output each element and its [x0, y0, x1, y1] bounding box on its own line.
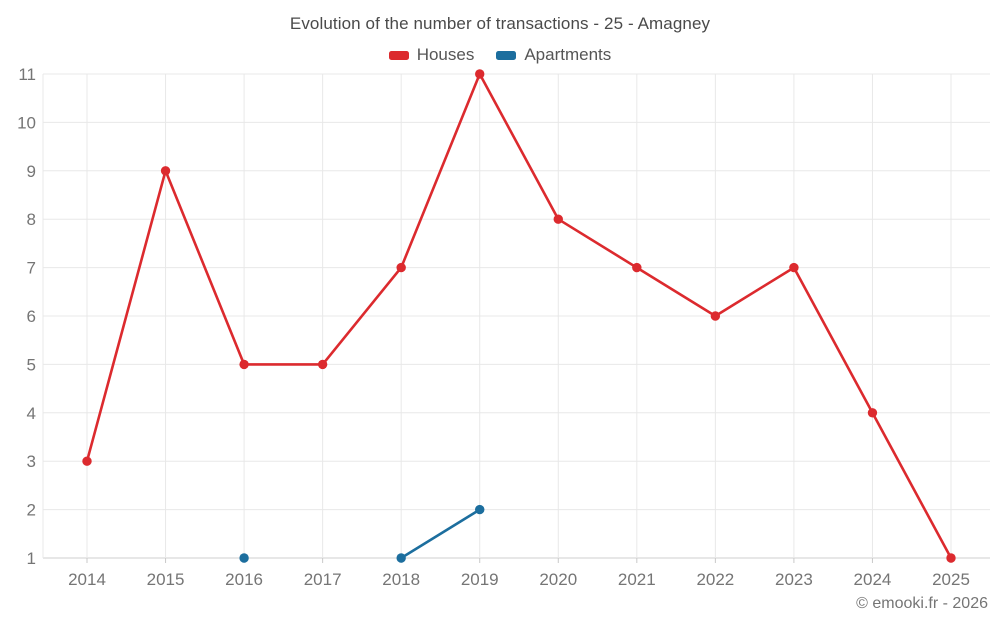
houses-legend-swatch-icon: [388, 50, 409, 60]
houses-point-2022[interactable]: [710, 311, 721, 321]
y-axis-label: 10: [17, 113, 36, 132]
y-axis-label: 7: [27, 259, 36, 278]
apartments-legend-swatch-icon: [496, 50, 517, 60]
houses-point-2014[interactable]: [82, 456, 92, 466]
x-axis-label: 2017: [304, 570, 342, 589]
x-axis-label: 2019: [461, 570, 499, 589]
y-axis-label: 9: [27, 162, 36, 181]
x-axis-label: 2024: [854, 570, 892, 589]
apartments-point-2018[interactable]: [396, 553, 406, 563]
houses-point-2020[interactable]: [553, 214, 563, 224]
x-axis-label: 2020: [539, 570, 577, 589]
legend-item-houses[interactable]: Houses: [388, 45, 475, 65]
y-axis-label: 4: [27, 404, 36, 423]
houses-point-2021[interactable]: [632, 262, 642, 273]
x-axis-label: 2015: [147, 570, 185, 589]
x-axis-label: 2014: [68, 570, 106, 589]
houses-legend-label: Houses: [416, 45, 475, 64]
apartments-legend-label: Apartments: [524, 45, 612, 64]
houses-point-2019[interactable]: [475, 69, 485, 79]
apartments-line: [399, 508, 482, 560]
y-axis-label: 3: [27, 452, 36, 471]
houses-point-2016[interactable]: [239, 359, 249, 370]
x-axis-label: 2023: [775, 570, 813, 589]
x-axis-label: 2021: [618, 570, 656, 589]
x-axis-label: 2016: [225, 570, 263, 589]
x-axis-label: 2018: [382, 570, 420, 589]
y-axis-label: 6: [27, 307, 36, 326]
houses-line: [85, 72, 953, 560]
houses-point-2017[interactable]: [317, 359, 328, 370]
houses-point-2023[interactable]: [789, 262, 799, 273]
apartments-point-2016[interactable]: [239, 553, 249, 563]
legend-item-apartments[interactable]: Apartments: [496, 45, 611, 65]
houses-point-2024[interactable]: [867, 408, 878, 418]
y-axis-label: 8: [27, 210, 36, 229]
y-axis-label: 2: [27, 501, 36, 520]
legend: Houses Apartments: [0, 45, 1000, 65]
houses-point-2015[interactable]: [160, 166, 171, 176]
x-axis-label: 2022: [696, 570, 734, 589]
x-axis-label: 2025: [932, 570, 970, 589]
houses-point-2025[interactable]: [946, 553, 956, 563]
houses-point-2018[interactable]: [396, 262, 406, 273]
y-axis-label: 5: [27, 355, 36, 374]
copyright-watermark: © emooki.fr - 2026: [856, 595, 988, 612]
y-axis-label: 11: [18, 65, 36, 84]
chart-title: Evolution of the number of transactions …: [289, 14, 711, 33]
apartments-point-2019[interactable]: [475, 504, 485, 515]
y-axis-label: 1: [27, 549, 36, 568]
